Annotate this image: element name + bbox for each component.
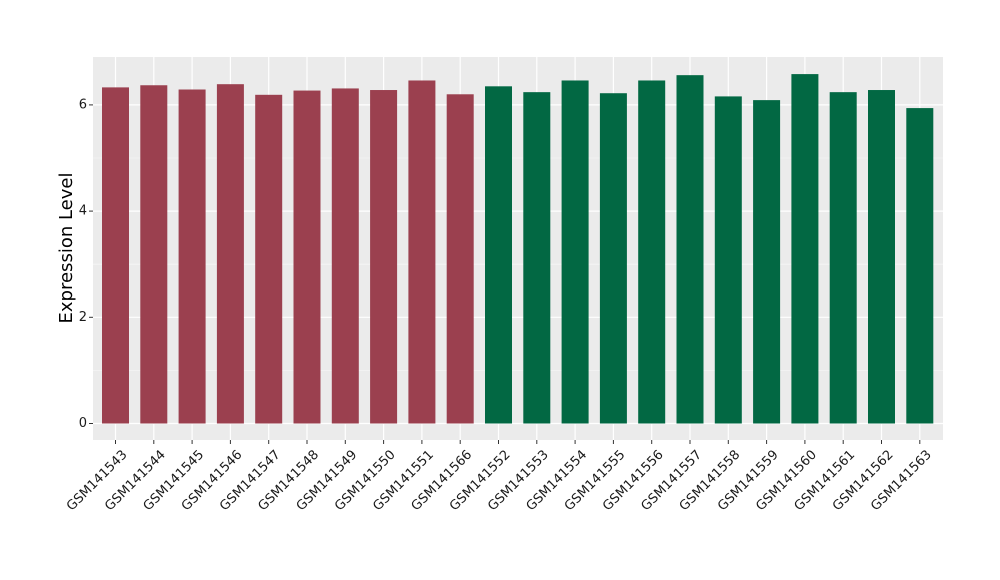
- bar-GSM141562: [868, 90, 895, 424]
- bar-GSM141546: [216, 84, 244, 424]
- y-tick-label: 2: [79, 310, 87, 325]
- y-axis-title: Expression Level: [56, 173, 77, 324]
- bar-GSM141556: [638, 80, 666, 424]
- y-axis: 0 2 4 6: [79, 97, 93, 431]
- y-tick-label: 6: [79, 97, 87, 112]
- bar-GSM141553: [523, 92, 551, 424]
- bar-GSM141545: [178, 89, 206, 424]
- bar-GSM141549: [331, 88, 359, 424]
- bar-GSM141543: [102, 87, 129, 424]
- x-axis: GSM141543GSM141544GSM141545GSM141546GSM1…: [64, 440, 935, 514]
- bar-GSM141548: [293, 90, 321, 424]
- y-tick-label: 4: [79, 204, 87, 219]
- bar-GSM141566: [446, 94, 474, 424]
- bar-GSM141559: [753, 100, 781, 424]
- bar-GSM141558: [714, 96, 742, 424]
- bar-GSM141554: [561, 80, 589, 424]
- bar-GSM141557: [676, 75, 704, 424]
- bar-GSM141561: [829, 92, 857, 424]
- bar-GSM141550: [370, 90, 398, 424]
- bar-GSM141552: [485, 86, 512, 424]
- bar-GSM141544: [140, 85, 168, 424]
- bar-GSM141547: [255, 94, 283, 424]
- bar-GSM141555: [599, 93, 627, 424]
- bars: [102, 74, 934, 424]
- bar-GSM141551: [408, 80, 436, 424]
- bar-GSM141563: [906, 108, 934, 424]
- y-tick-label: 0: [79, 416, 87, 431]
- bar-GSM141560: [791, 74, 819, 424]
